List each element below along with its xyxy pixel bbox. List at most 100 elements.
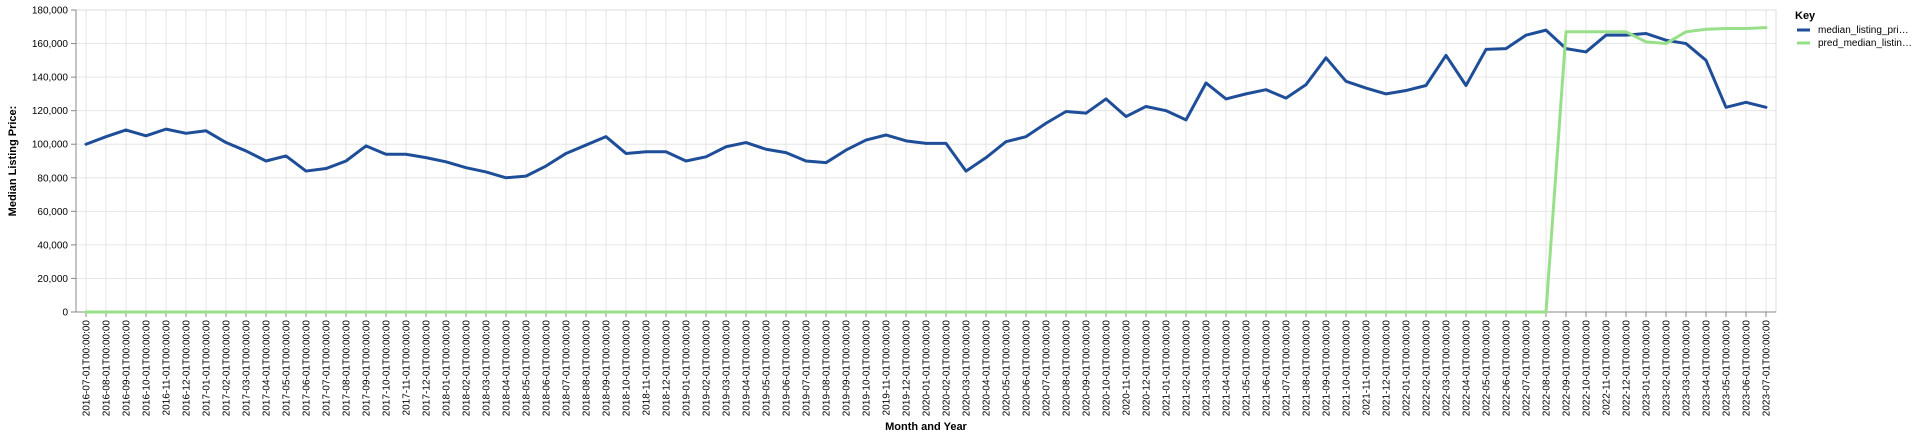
x-tick-label: 2021-02-01T00:00:00 (1182, 320, 1193, 417)
x-tick-label: 2019-12-01T00:00:00 (902, 320, 913, 417)
x-tick-label: 2017-02-01T00:00:00 (222, 320, 233, 417)
x-axis-title: Month and Year (885, 421, 967, 433)
x-tick-label: 2018-07-01T00:00:00 (562, 320, 573, 417)
x-axis-ticks: 2016-07-01T00:00:00 2016-08-01T00:00:00 20… (82, 312, 1773, 416)
y-axis-title: Median Listing Price: (7, 106, 19, 217)
grid (76, 9, 1776, 313)
legend-label: pred_median_listin… (1818, 38, 1912, 49)
x-tick-label: 2023-02-01T00:00:00 (1662, 320, 1673, 417)
x-tick-label: 2022-09-01T00:00:00 (1562, 320, 1573, 417)
x-tick-label: 2021-10-01T00:00:00 (1342, 320, 1353, 417)
x-tick-label: 2016-10-01T00:00:00 (142, 320, 153, 417)
x-tick-label: 2020-10-01T00:00:00 (1102, 320, 1113, 417)
legend-title: Key (1795, 10, 1816, 22)
x-tick-label: 2019-06-01T00:00:00 (782, 320, 793, 417)
x-tick-label: 2022-01-01T00:00:00 (1402, 320, 1413, 417)
x-tick-label: 2020-04-01T00:00:00 (982, 320, 993, 417)
y-tick-label: 180,000 (32, 6, 69, 17)
series-lines (84, 26, 1768, 314)
y-tick-label: 140,000 (32, 73, 69, 84)
x-tick-label: 2018-01-01T00:00:00 (442, 320, 453, 417)
x-tick-label: 2021-08-01T00:00:00 (1302, 320, 1313, 417)
x-tick-label: 2019-05-01T00:00:00 (762, 320, 773, 417)
x-tick-label: 2018-12-01T00:00:00 (662, 320, 673, 417)
x-tick-label: 2017-11-01T00:00:00 (402, 320, 413, 416)
x-tick-label: 2017-08-01T00:00:00 (342, 320, 353, 417)
x-tick-label: 2017-10-01T00:00:00 (382, 320, 393, 417)
legend-items: median_listing_pri… pred_median_listin… (1797, 25, 1912, 49)
x-tick-label: 2022-04-01T00:00:00 (1462, 320, 1473, 417)
x-tick-label: 2018-10-01T00:00:00 (622, 320, 633, 417)
x-tick-label: 2022-02-01T00:00:00 (1422, 320, 1433, 417)
x-tick-label: 2021-03-01T00:00:00 (1202, 320, 1213, 417)
x-tick-label: 2016-08-01T00:00:00 (102, 320, 113, 417)
x-tick-label: 2021-11-01T00:00:00 (1362, 320, 1373, 416)
x-tick-label: 2018-04-01T00:00:00 (502, 320, 513, 417)
x-tick-label: 2023-06-01T00:00:00 (1742, 320, 1753, 417)
x-tick-label: 2021-09-01T00:00:00 (1322, 320, 1333, 417)
x-tick-label: 2017-09-01T00:00:00 (362, 320, 373, 417)
x-tick-label: 2017-06-01T00:00:00 (302, 320, 313, 417)
x-tick-label: 2021-06-01T00:00:00 (1262, 320, 1273, 417)
x-tick-label: 2020-12-01T00:00:00 (1142, 320, 1153, 417)
x-tick-label: 2023-05-01T00:00:00 (1722, 320, 1733, 417)
x-tick-label: 2017-05-01T00:00:00 (282, 320, 293, 417)
y-tick-label: 120,000 (32, 106, 69, 117)
x-tick-label: 2022-08-01T00:00:00 (1542, 320, 1553, 417)
series-line-2 (84, 26, 1768, 314)
x-tick-label: 2022-03-01T00:00:00 (1442, 320, 1453, 417)
x-tick-label: 2019-02-01T00:00:00 (702, 320, 713, 417)
x-tick-label: 2021-01-01T00:00:00 (1162, 320, 1173, 417)
x-tick-label: 2019-10-01T00:00:00 (862, 320, 873, 417)
y-tick-label: 0 (62, 308, 68, 319)
x-tick-label: 2020-09-01T00:00:00 (1082, 320, 1093, 417)
x-tick-label: 2018-11-01T00:00:00 (642, 320, 653, 416)
x-tick-label: 2018-03-01T00:00:00 (482, 320, 493, 417)
y-axis-ticks: 0 20,000 40,000 60,000 80,000 100,000 120,000 1… (32, 6, 76, 319)
x-tick-label: 2017-01-01T00:00:00 (202, 320, 213, 417)
x-tick-label: 2020-11-01T00:00:00 (1122, 320, 1133, 416)
x-tick-label: 2022-06-01T00:00:00 (1502, 320, 1513, 417)
x-tick-label: 2021-05-01T00:00:00 (1242, 320, 1253, 417)
y-tick-label: 60,000 (37, 207, 68, 218)
x-tick-label: 2023-03-01T00:00:00 (1682, 320, 1693, 417)
x-tick-label: 2020-05-01T00:00:00 (1002, 320, 1013, 417)
x-tick-label: 2017-07-01T00:00:00 (322, 320, 333, 417)
y-tick-label: 100,000 (32, 140, 69, 151)
x-tick-label: 2021-07-01T00:00:00 (1282, 320, 1293, 417)
x-tick-label: 2018-02-01T00:00:00 (462, 320, 473, 417)
x-tick-label: 2018-05-01T00:00:00 (522, 320, 533, 417)
x-tick-label: 2021-04-01T00:00:00 (1222, 320, 1233, 417)
x-tick-label: 2016-07-01T00:00:00 (82, 320, 93, 417)
x-tick-label: 2022-07-01T00:00:00 (1522, 320, 1533, 417)
x-tick-label: 2022-05-01T00:00:00 (1482, 320, 1493, 417)
x-tick-label: 2018-06-01T00:00:00 (542, 320, 553, 417)
x-tick-label: 2019-08-01T00:00:00 (822, 320, 833, 417)
x-tick-label: 2022-10-01T00:00:00 (1582, 320, 1593, 417)
legend-label: median_listing_pri… (1818, 25, 1909, 36)
x-tick-label: 2019-01-01T00:00:00 (682, 320, 693, 417)
x-tick-label: 2022-12-01T00:00:00 (1622, 320, 1633, 417)
x-tick-label: 2017-12-01T00:00:00 (422, 320, 433, 417)
x-tick-label: 2022-11-01T00:00:00 (1602, 320, 1613, 416)
y-tick-label: 40,000 (37, 240, 68, 251)
y-tick-label: 20,000 (37, 274, 68, 285)
series-line-1 (84, 28, 1768, 180)
x-tick-label: 2017-03-01T00:00:00 (242, 320, 253, 417)
x-tick-label: 2023-01-01T00:00:00 (1642, 320, 1653, 417)
x-tick-label: 2020-08-01T00:00:00 (1062, 320, 1073, 417)
x-tick-label: 2018-08-01T00:00:00 (582, 320, 593, 417)
x-tick-label: 2020-06-01T00:00:00 (1022, 320, 1033, 417)
x-tick-label: 2016-11-01T00:00:00 (162, 320, 173, 416)
x-tick-label: 2019-11-01T00:00:00 (882, 320, 893, 416)
x-tick-label: 2018-09-01T00:00:00 (602, 320, 613, 417)
x-tick-label: 2019-09-01T00:00:00 (842, 320, 853, 417)
legend: Key median_listing_pri… pred_median_listi… (1795, 10, 1912, 49)
x-tick-label: 2019-03-01T00:00:00 (722, 320, 733, 417)
x-tick-label: 2019-04-01T00:00:00 (742, 320, 753, 417)
x-tick-label: 2016-09-01T00:00:00 (122, 320, 133, 417)
x-tick-label: 2023-04-01T00:00:00 (1702, 320, 1713, 417)
x-tick-label: 2019-07-01T00:00:00 (802, 320, 813, 417)
y-tick-label: 80,000 (37, 173, 68, 184)
